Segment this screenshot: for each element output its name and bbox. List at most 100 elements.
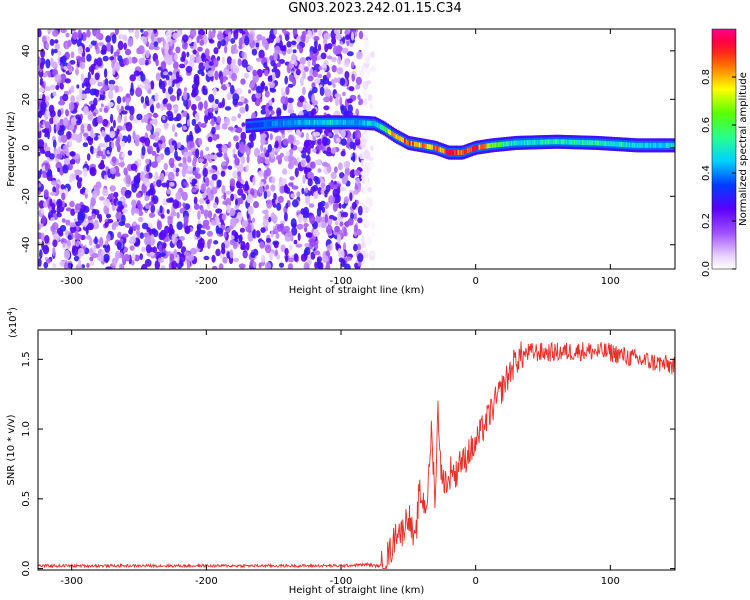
x-tick-label: -300	[60, 576, 83, 587]
noise-speckle	[363, 98, 368, 106]
ridge-core	[489, 143, 493, 149]
noise-speckle	[91, 190, 98, 199]
ridge-core	[491, 142, 494, 148]
noise-speckle	[69, 60, 76, 65]
noise-speckle	[198, 237, 205, 248]
noise-speckle	[52, 139, 57, 148]
noise-speckle	[184, 225, 191, 235]
ridge-core	[641, 142, 645, 148]
ridge-core	[468, 147, 472, 153]
noise-speckle	[89, 133, 96, 139]
noise-speckle	[295, 129, 301, 136]
ridge-core	[523, 140, 527, 146]
noise-speckle	[322, 255, 329, 263]
noise-speckle	[176, 254, 180, 264]
ridge-core	[418, 142, 422, 148]
noise-speckle	[67, 62, 72, 71]
ridge-core	[593, 140, 596, 146]
noise-speckle	[189, 130, 193, 141]
noise-speckle	[258, 49, 265, 60]
noise-speckle	[314, 39, 318, 49]
ridge-core	[510, 140, 514, 146]
noise-speckle	[150, 203, 155, 214]
noise-speckle	[291, 53, 296, 61]
noise-speckle	[103, 108, 109, 113]
noise-speckle	[110, 113, 114, 124]
x-tick-label: 0	[472, 576, 478, 587]
noise-speckle	[90, 66, 95, 76]
noise-speckle	[159, 252, 166, 257]
noise-speckle	[287, 257, 295, 263]
noise-speckle	[154, 171, 158, 181]
noise-speckle	[295, 68, 301, 76]
noise-speckle	[146, 123, 152, 132]
noise-speckle	[370, 145, 374, 152]
noise-speckle	[324, 189, 329, 195]
noise-speckle	[311, 93, 315, 104]
noise-speckle	[237, 113, 242, 119]
noise-speckle	[261, 36, 266, 45]
noise-speckle	[334, 166, 338, 173]
noise-speckle	[115, 61, 120, 72]
noise-speckle	[39, 249, 43, 259]
noise-speckle	[182, 156, 187, 165]
noise-speckle	[246, 194, 254, 204]
ridge-core	[585, 140, 588, 146]
noise-speckle	[196, 127, 202, 133]
noise-speckle	[357, 94, 361, 100]
noise-speckle	[150, 33, 155, 42]
noise-speckle	[63, 249, 70, 260]
ridge-core	[633, 142, 637, 148]
noise-speckle	[104, 221, 109, 228]
noise-speckle	[116, 104, 120, 112]
ridge-core	[635, 142, 638, 148]
noise-speckle	[169, 253, 175, 262]
noise-speckle	[54, 43, 60, 50]
noise-speckle	[200, 149, 204, 160]
noise-speckle	[105, 35, 112, 43]
noise-speckle	[131, 183, 138, 193]
noise-speckle	[342, 36, 346, 44]
noise-speckle	[167, 71, 173, 76]
noise-speckle	[82, 205, 90, 213]
noise-speckle	[221, 56, 225, 65]
noise-speckle	[237, 197, 244, 205]
noise-speckle	[127, 37, 134, 48]
noise-speckle	[121, 254, 125, 263]
ridge-core	[352, 119, 356, 125]
noise-speckle	[293, 253, 299, 262]
noise-speckle	[320, 182, 326, 189]
noise-speckle	[296, 101, 304, 108]
x-axis-label: Height of straight line (km)	[289, 285, 425, 296]
noise-speckle	[121, 233, 129, 238]
noise-speckle	[315, 213, 322, 223]
noise-speckle	[348, 86, 355, 92]
ridge-core	[333, 119, 336, 125]
noise-speckle	[163, 162, 168, 171]
noise-speckle	[262, 209, 269, 215]
noise-speckle	[94, 236, 98, 245]
noise-speckle	[116, 241, 122, 251]
noise-speckle	[145, 78, 150, 86]
noise-speckle	[134, 29, 140, 39]
colorbar-tick-label: 0.0	[701, 261, 712, 277]
noise-speckle	[51, 61, 58, 68]
noise-speckle	[360, 139, 367, 149]
noise-speckle	[38, 29, 42, 38]
ridge-core	[577, 139, 580, 145]
noise-speckle	[265, 244, 272, 254]
noise-speckle	[232, 65, 240, 75]
y-tick-label: 0.5	[21, 491, 32, 507]
noise-speckle	[328, 195, 335, 204]
noise-speckle	[270, 184, 276, 192]
noise-speckle	[89, 145, 94, 154]
ridge-core	[598, 140, 601, 146]
noise-speckle	[153, 131, 160, 137]
noise-speckle	[226, 56, 232, 65]
noise-speckle	[109, 56, 115, 61]
noise-speckle	[116, 128, 120, 135]
ridge-core	[441, 147, 444, 153]
noise-speckle	[44, 126, 50, 136]
noise-speckle	[44, 121, 50, 129]
noise-speckle	[53, 48, 58, 54]
